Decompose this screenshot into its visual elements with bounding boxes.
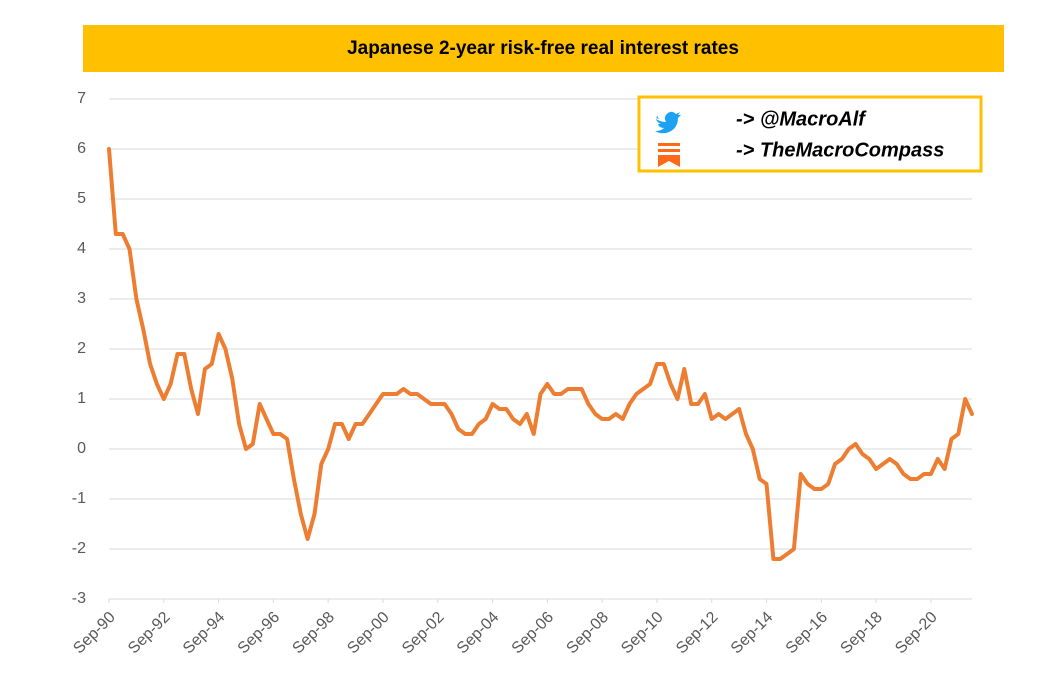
- legend-box: -> @MacroAlf -> TheMacroCompass: [637, 95, 983, 173]
- x-tick-label: Sep-14: [728, 609, 777, 658]
- y-tick-label: -1: [72, 490, 86, 507]
- y-tick-label: 3: [77, 290, 86, 307]
- x-tick-label: Sep-18: [837, 609, 886, 658]
- twitter-icon: [655, 111, 681, 134]
- x-tick-label: Sep-06: [509, 609, 558, 658]
- chart-title: Japanese 2-year risk-free real interest …: [347, 38, 739, 59]
- x-tick-label: Sep-92: [125, 609, 174, 658]
- y-tick-label: -3: [72, 590, 86, 607]
- x-tick-label: Sep-10: [618, 609, 667, 658]
- data-line: [107, 147, 974, 561]
- x-tick-label: Sep-90: [70, 609, 119, 658]
- y-tick-label: 1: [77, 390, 86, 407]
- y-tick-label: 5: [77, 190, 86, 207]
- annotation: -> @MacroAlf: [736, 108, 867, 130]
- y-tick-label: -2: [72, 540, 86, 557]
- substack-icon: [658, 143, 680, 167]
- x-tick-label: Sep-16: [783, 609, 832, 658]
- y-tick-label: 7: [77, 90, 86, 107]
- legend-frame: [637, 95, 983, 173]
- x-tick-label: Sep-98: [289, 609, 338, 658]
- x-tick-label: Sep-20: [892, 609, 941, 658]
- x-tick-label: Sep-94: [180, 609, 229, 658]
- x-tick-label: Sep-00: [344, 609, 393, 658]
- x-tick-label: Sep-04: [454, 609, 503, 658]
- annotation: -> TheMacroCompass: [736, 139, 944, 161]
- title-banner: [83, 25, 1004, 72]
- y-tick-label: 0: [77, 440, 86, 457]
- x-tick-label: Sep-12: [673, 609, 722, 658]
- x-tick-label: Sep-02: [399, 609, 448, 658]
- x-tick-label: Sep-96: [235, 609, 284, 658]
- y-tick-label: 2: [77, 340, 86, 357]
- y-tick-label: 6: [77, 140, 86, 157]
- y-tick-label: 4: [77, 240, 86, 257]
- x-tick-label: Sep-08: [563, 609, 612, 658]
